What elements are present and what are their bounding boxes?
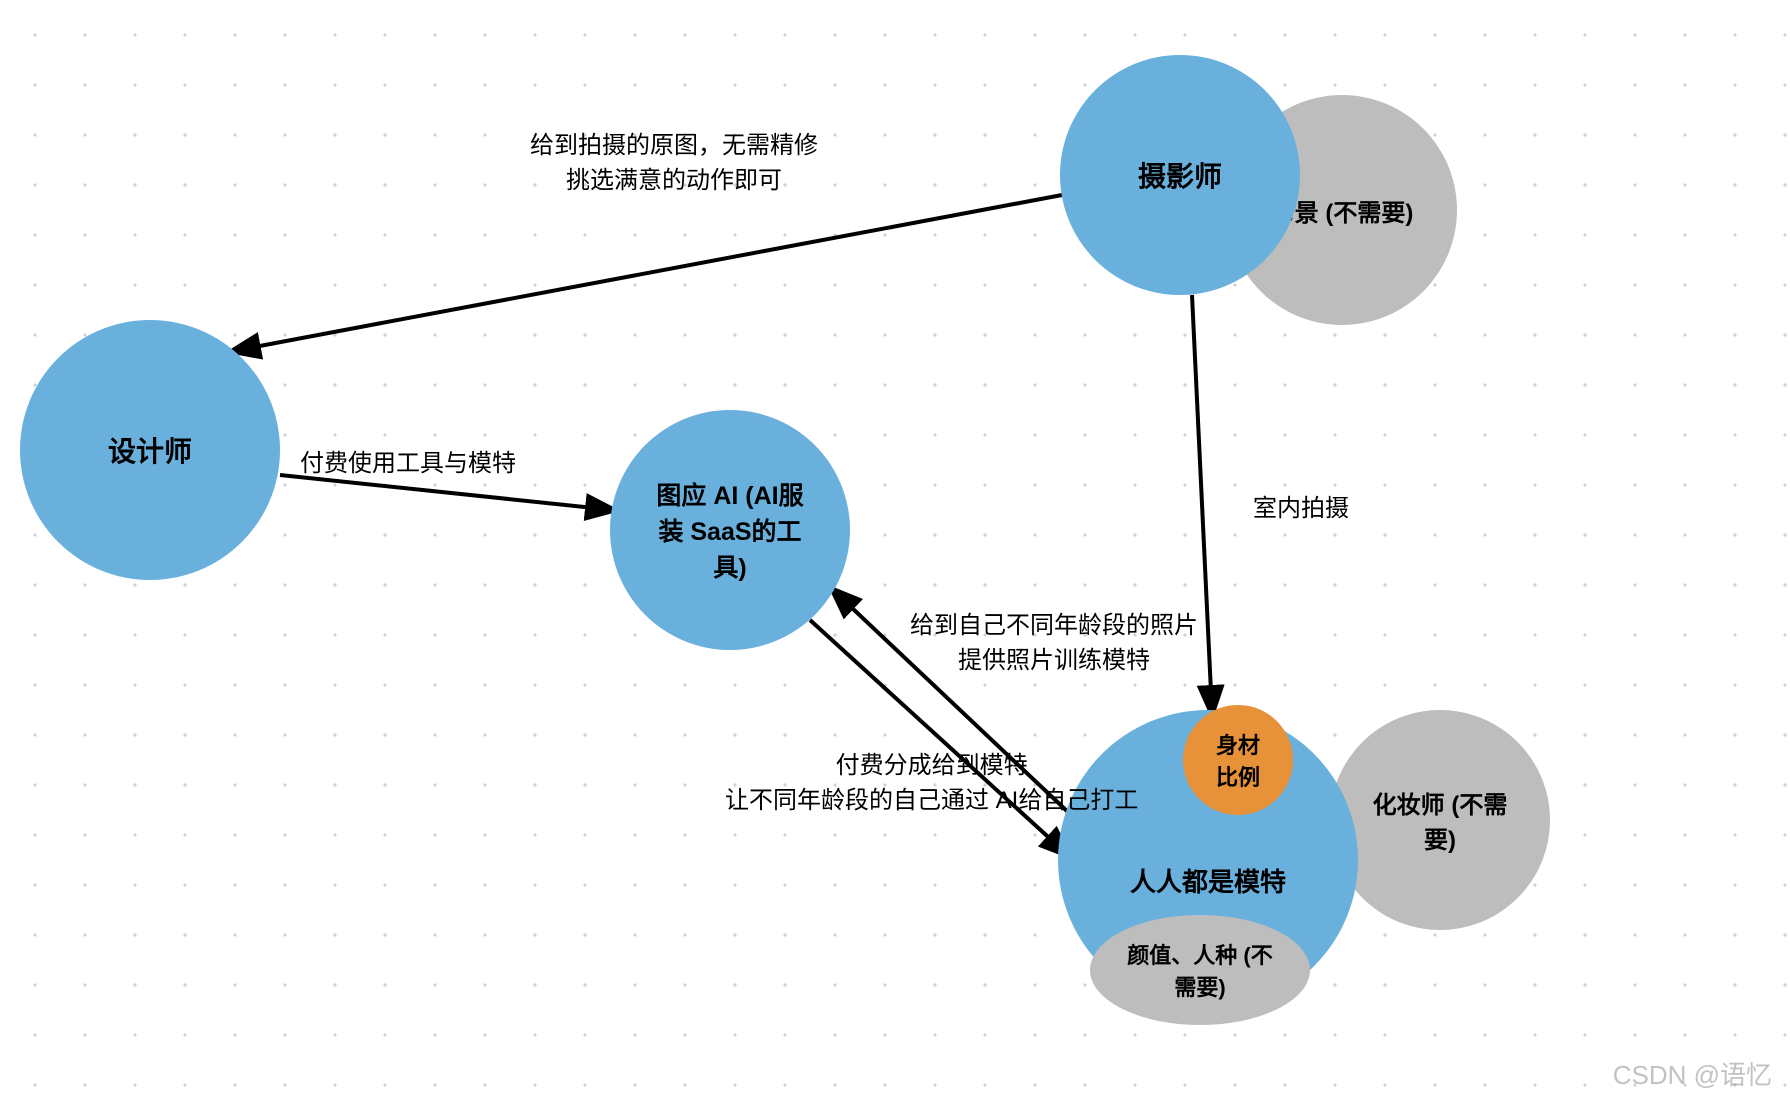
edge-label-2: 室内拍摄	[1253, 488, 1349, 523]
node-photographer: 摄影师	[1060, 55, 1300, 295]
edge-designer-to-ai_tool	[280, 475, 613, 510]
node-label: 图应 AI (AI服装 SaaS的工具)	[656, 476, 803, 584]
node-makeup: 化妆师 (不需要)	[1330, 710, 1550, 930]
edge-label-1: 付费使用工具与模特	[300, 443, 516, 478]
edge-label-3: 给到自己不同年龄段的照片提供照片训练模特	[910, 605, 1198, 675]
node-body-ratio: 身材比例	[1183, 705, 1293, 815]
node-label: 化妆师 (不需要)	[1373, 785, 1508, 855]
edge-label-0: 给到拍摄的原图，无需精修挑选满意的动作即可	[530, 125, 818, 195]
edge-photographer-to-designer	[233, 195, 1062, 351]
node-label: 摄影师	[1138, 155, 1222, 195]
node-label: 人人都是模特	[1130, 862, 1286, 899]
node-label: 设计师	[108, 430, 192, 470]
edges-layer	[0, 0, 1790, 1100]
edge-label-4: 付费分成给到模特让不同年龄段的自己通过 AI给自己打工	[725, 745, 1138, 815]
node-face-race: 颜值、人种 (不需要)	[1090, 915, 1310, 1025]
watermark: CSDN @语忆	[1613, 1055, 1772, 1092]
node-label: 身材比例	[1216, 728, 1260, 792]
node-designer: 设计师	[20, 320, 280, 580]
node-ai-tool: 图应 AI (AI服装 SaaS的工具)	[610, 410, 850, 650]
node-label: 颜值、人种 (不需要)	[1127, 938, 1272, 1002]
